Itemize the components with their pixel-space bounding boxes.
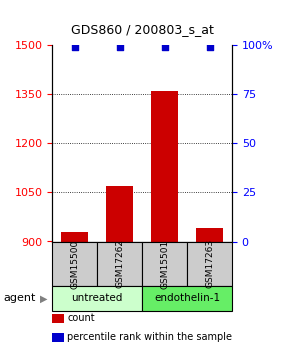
Text: percentile rank within the sample: percentile rank within the sample	[67, 333, 232, 342]
Text: ▶: ▶	[40, 294, 47, 303]
Text: GSM15501: GSM15501	[160, 239, 169, 288]
Text: GSM15500: GSM15500	[70, 239, 79, 288]
Bar	[61, 232, 88, 241]
Bar	[196, 228, 223, 242]
Point	[162, 44, 167, 50]
Point	[207, 44, 212, 50]
Text: agent: agent	[3, 294, 35, 303]
Text: count: count	[67, 314, 95, 323]
Text: endothelin-1: endothelin-1	[154, 294, 220, 303]
Bar	[106, 186, 133, 242]
Text: GSM17263: GSM17263	[205, 239, 214, 288]
Text: untreated: untreated	[71, 294, 123, 303]
Point	[72, 44, 77, 50]
Text: GDS860 / 200803_s_at: GDS860 / 200803_s_at	[71, 23, 213, 36]
Bar	[151, 91, 178, 242]
Point	[117, 44, 122, 50]
Text: GSM17262: GSM17262	[115, 239, 124, 288]
